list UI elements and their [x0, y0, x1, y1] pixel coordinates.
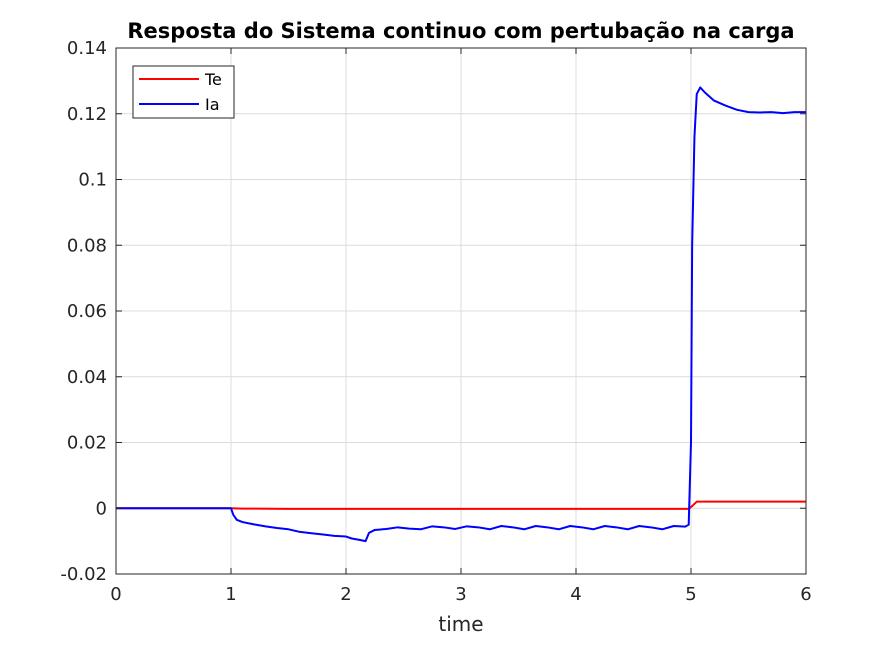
- x-tick-label: 1: [225, 584, 236, 605]
- x-tick-label: 5: [685, 584, 696, 605]
- y-tick-label: 0.14: [67, 38, 107, 59]
- x-tick-label: 6: [800, 584, 811, 605]
- legend: Te Ia: [132, 65, 235, 119]
- series-layer: [116, 86, 806, 543]
- y-tick-label: 0.06: [67, 301, 107, 322]
- legend-label-te: Te: [204, 70, 222, 89]
- series-line-te: [116, 500, 806, 510]
- y-tick-label: -0.02: [60, 564, 107, 585]
- x-tick-label: 4: [570, 584, 581, 605]
- series-line-ia: [116, 86, 806, 543]
- axis-ticks: [115, 47, 807, 575]
- y-tick-label: 0.04: [67, 367, 107, 388]
- y-tick-label: 0.1: [78, 170, 107, 191]
- y-tick-label: 0.12: [67, 104, 107, 125]
- legend-label-ia: Ia: [205, 95, 220, 114]
- chart-title: Resposta do Sistema continuo com pertuba…: [127, 19, 794, 43]
- y-tick-label: 0.08: [67, 235, 107, 256]
- y-tick-label: 0.02: [67, 433, 107, 454]
- y-tick-label: 0: [96, 498, 107, 519]
- x-axis-label: time: [438, 612, 483, 636]
- legend-box: [132, 65, 235, 119]
- x-tick-label: 2: [340, 584, 351, 605]
- x-tick-label: 0: [110, 584, 121, 605]
- x-tick-label: 3: [455, 584, 466, 605]
